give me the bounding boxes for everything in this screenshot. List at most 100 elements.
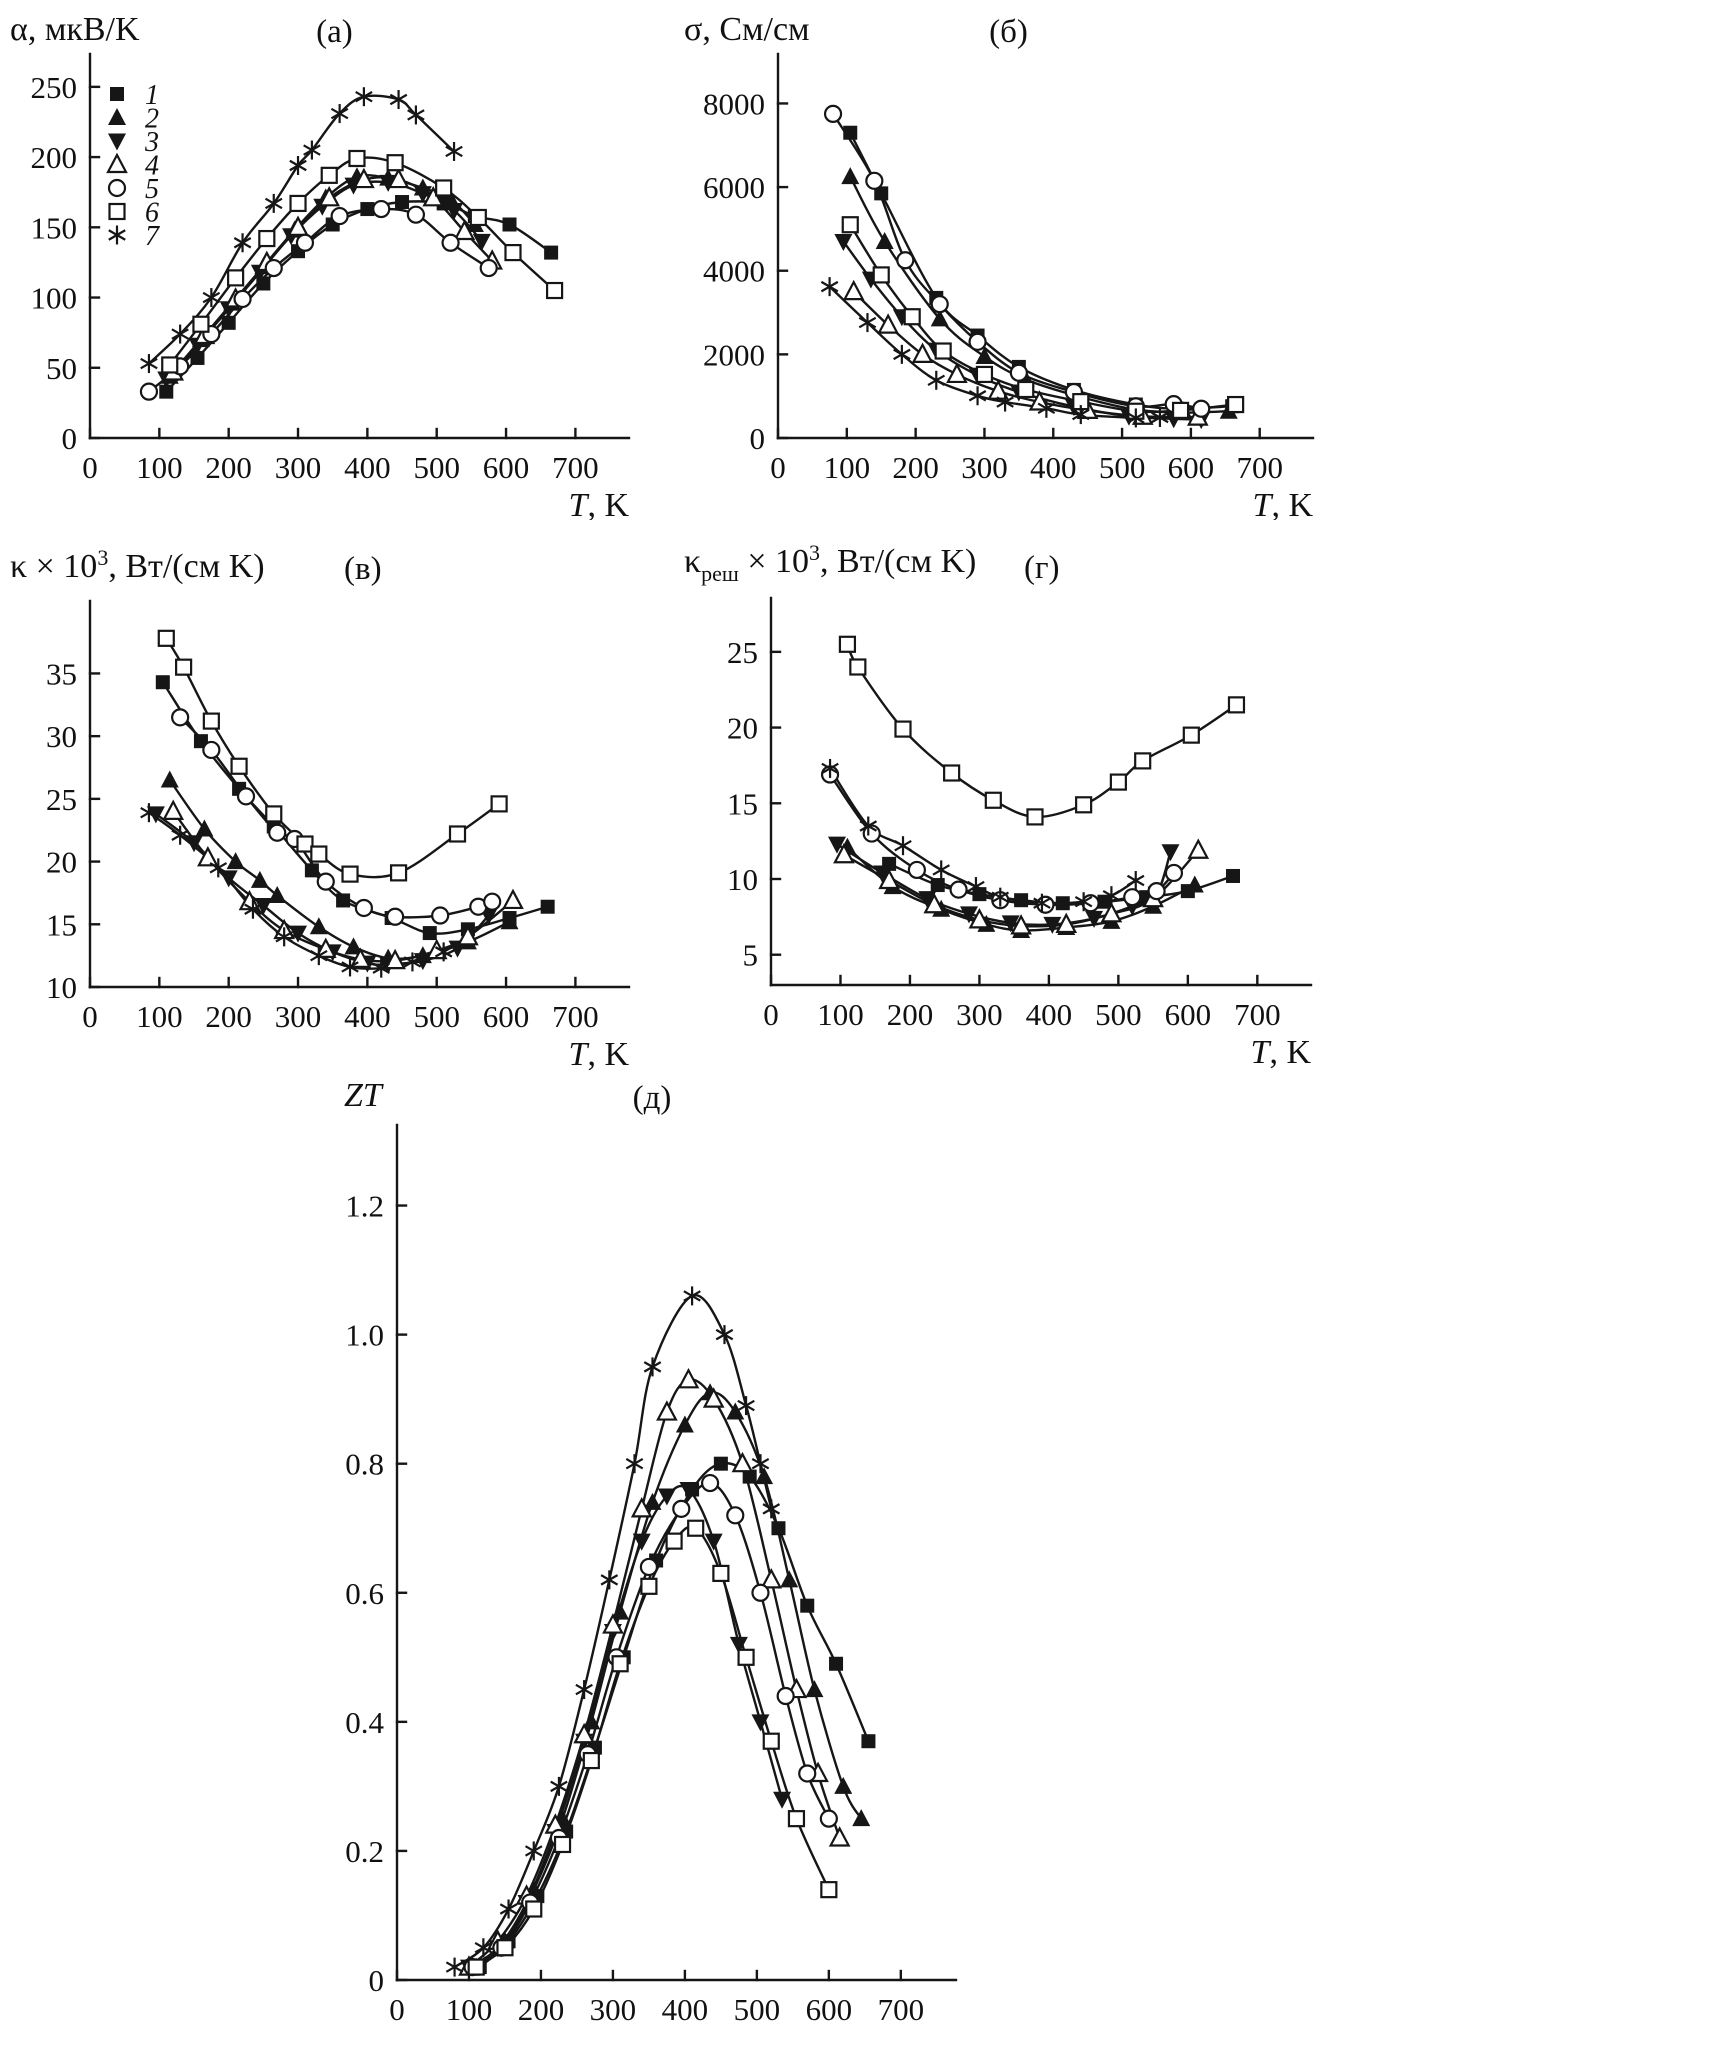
tick-labels: 0 100 200 300 400 500 600 700 10 15 20 25 30 35 [46, 656, 599, 1034]
x-tick-label: 600 [483, 450, 530, 485]
chart-zt-canvas: 0 100 200 300 400 500 600 700 0 0.2 0.4 0.6 0.8 1.0 1.… [344, 1077, 958, 2027]
y-tick-label: 15 [46, 907, 77, 942]
panel-alpha-vs-T: 0 100 200 300 400 500 600 700 0 50 100 150 200 250 α, … [2, 0, 667, 520]
y-tick-label: 50 [46, 351, 77, 386]
x-tick-label: 300 [275, 450, 322, 485]
x-tick-label: 100 [824, 450, 871, 485]
y-tick-label: 250 [31, 70, 78, 105]
chart-kappa-lattice-canvas: 0 100 200 300 400 500 600 700 5 10 15 20 25 κреш × 10… [684, 540, 1313, 1071]
x-tick-label: 400 [662, 1992, 709, 2027]
panel-sigma-title: (б) [989, 14, 1028, 50]
y-tick-label: 0 [369, 1963, 385, 1998]
x-tick-label: 700 [1234, 997, 1281, 1032]
series-1-curve [849, 132, 1233, 410]
series-4-markers (triangle-up-open-icon) [833, 838, 1210, 935]
series-7-markers (asterisk-icon) [445, 1286, 781, 1977]
chart-kappa-canvas: 0 100 200 300 400 500 600 700 10 15 20 25 30 35 κ × 10… [10, 545, 631, 1073]
x-axis-label: T, K [1253, 487, 1314, 520]
series-7-markers (asterisk-icon) [140, 803, 453, 978]
y-tick-label: 25 [727, 635, 758, 670]
series-7-markers (asterisk-icon) [820, 277, 1169, 428]
x-tick-label: 500 [1099, 450, 1146, 485]
y-tick-label: 8000 [703, 86, 765, 121]
y-tick-label: 20 [727, 711, 758, 746]
x-tick-label: 500 [734, 1992, 781, 2027]
x-tick-label: 100 [136, 999, 183, 1034]
x-tick-label: 600 [806, 1992, 853, 2027]
x-tick-label: 0 [82, 999, 98, 1034]
tick-labels: 0 100 200 300 400 500 600 700 0 50 100 150 200 250 [31, 70, 599, 485]
panel-kappa-vs-T: 0 100 200 300 400 500 600 700 10 15 20 25 30 35 κ × 10… [2, 537, 667, 1077]
legend-label: 2 [145, 104, 159, 135]
y-tick-label: 25 [46, 782, 77, 817]
x-tick-label: 300 [961, 450, 1008, 485]
tick-labels: 0 100 200 300 400 500 600 700 0 0.2 0.4 0.6 0.8 1.0 1.… [345, 1189, 924, 2027]
panel-zt-title: (д) [632, 1080, 672, 1116]
series-5-markers (circle-open-icon) [823, 104, 1211, 418]
legend-label: 4 [145, 151, 159, 182]
panel-alpha-title: (а) [316, 14, 353, 50]
y-tick-label: 0.4 [345, 1705, 384, 1740]
series-6-markers (square-open-icon) [161, 149, 564, 374]
x-axis-label: T, K [569, 1036, 630, 1073]
x-tick-label: 0 [389, 1992, 405, 2027]
legend-label: 7 [145, 221, 160, 252]
x-tick-label: 700 [1236, 450, 1283, 485]
x-tick-label: 400 [1026, 997, 1073, 1032]
series-5-markers (circle-open-icon) [820, 765, 1184, 914]
x-tick-label: 200 [518, 1992, 565, 2027]
y-tick-label: 10 [727, 862, 758, 897]
x-tick-label: 200 [205, 999, 252, 1034]
chart-alpha-canvas: 0 100 200 300 400 500 600 700 0 50 100 150 200 250 α, … [10, 11, 631, 520]
x-tick-label: 100 [446, 1992, 493, 2027]
legend-label: 3 [144, 127, 159, 158]
axes [395, 1123, 958, 1982]
series-6-curve [849, 224, 1236, 414]
y-tick-label: 6000 [703, 170, 765, 205]
x-tick-label: 100 [817, 997, 864, 1032]
y-tick-label: 35 [46, 656, 77, 691]
y-tick-label: 5 [743, 938, 759, 973]
x-tick-label: 200 [892, 450, 939, 485]
panel-sigma-vs-T: 0 100 200 300 400 500 600 700 0 2000 4000 6000 8000 σ… [676, 0, 1341, 520]
y-tick-label: 0.6 [345, 1576, 384, 1611]
y-tick-label: 100 [31, 281, 78, 316]
series-1-curve [165, 200, 552, 393]
axes [88, 52, 631, 440]
x-tick-label: 0 [770, 450, 786, 485]
x-tick-label: 500 [413, 999, 460, 1034]
x-tick-label: 300 [590, 1992, 637, 2027]
y-axis-label: κреш × 103, Вт/(см K) [684, 540, 976, 586]
legend-label: 6 [145, 198, 159, 229]
y-axis-label: ZT [344, 1077, 384, 1114]
series-6-markers (square-open-icon) [157, 629, 508, 883]
x-axis-label: T, K [1251, 1034, 1312, 1071]
y-tick-label: 0.2 [345, 1834, 384, 1869]
y-tick-label: 30 [46, 719, 77, 754]
y-tick-label: 150 [31, 210, 78, 245]
y-tick-label: 20 [46, 845, 77, 880]
x-tick-label: 0 [763, 997, 779, 1032]
x-tick-label: 400 [344, 450, 391, 485]
series-5-curve [471, 1481, 830, 1969]
axes [769, 596, 1313, 987]
series-5-markers (circle-open-icon) [139, 199, 498, 401]
series-5-markers (circle-open-icon) [171, 708, 502, 926]
series-5-curve [832, 113, 1202, 410]
x-tick-label: 600 [1165, 997, 1212, 1032]
x-axis-label: T, K [569, 487, 630, 520]
y-tick-label: 1.2 [345, 1189, 384, 1224]
x-tick-label: 600 [1168, 450, 1215, 485]
y-tick-label: 0.8 [345, 1447, 384, 1482]
x-tick-label: 300 [956, 997, 1003, 1032]
x-tick-label: 200 [205, 450, 252, 485]
y-tick-label: 0 [62, 421, 78, 456]
axes [88, 599, 631, 989]
tick-labels: 0 100 200 300 400 500 600 700 0 2000 4000 6000 8000 [703, 86, 1283, 485]
series-2-markers (triangle-up-filled-icon) [467, 1383, 871, 1975]
panel-zt-vs-T: 0 100 200 300 400 500 600 700 0 0.2 0.4 0.6 0.8 1.0 1.… [302, 1066, 1002, 2052]
x-tick-label: 100 [136, 450, 183, 485]
x-tick-label: 0 [82, 450, 98, 485]
y-tick-label: 15 [727, 786, 758, 821]
